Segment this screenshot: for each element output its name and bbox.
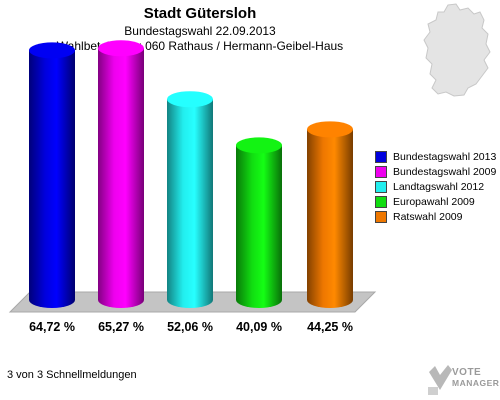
- value-label-3: 52,06 %: [167, 320, 213, 334]
- bar-body-5: [307, 129, 353, 308]
- value-labels-group: 64,72 % 65,27 % 52,06 % 40,09 % 44,25 %: [29, 320, 353, 334]
- vote-manager-logo: VOTE MANAGER: [426, 362, 500, 398]
- legend-label-1: Bundestagswahl 2013: [393, 151, 497, 163]
- bar-body-1: [29, 50, 75, 308]
- vote-manager-check-icon: [428, 365, 452, 395]
- bar-body-4: [236, 145, 282, 308]
- bar-cap-5: [307, 121, 353, 138]
- legend-label-5: Ratswahl 2009: [393, 211, 463, 223]
- bar-cap-2: [98, 40, 144, 57]
- legend: Bundestagswahl 2013 Bundestagswahl 2009 La…: [375, 150, 496, 225]
- value-label-1: 64,72 %: [29, 320, 75, 334]
- bars-group: [29, 40, 353, 308]
- bar-1: [29, 42, 75, 308]
- legend-swatch-3: [375, 181, 387, 193]
- legend-swatch-4: [375, 196, 387, 208]
- legend-swatch-2: [375, 166, 387, 178]
- chart-subtitle-election: Bundestagswahl 22.09.2013: [124, 24, 276, 38]
- value-label-5: 44,25 %: [307, 320, 353, 334]
- legend-item-4: Europawahl 2009: [375, 195, 496, 209]
- bar-cap-1: [29, 42, 75, 59]
- chart-title: Stadt Gütersloh: [143, 5, 257, 22]
- bar-2: [98, 40, 144, 308]
- bar-body-2: [98, 48, 144, 308]
- legend-item-1: Bundestagswahl 2013: [375, 150, 496, 164]
- bar-5: [307, 121, 353, 308]
- footer-status: 3 von 3 Schnellmeldungen: [7, 369, 137, 381]
- vote-manager-logo-text-vote: VOTE: [452, 367, 482, 378]
- legend-swatch-1: [375, 151, 387, 163]
- germany-map-icon: [423, 3, 491, 97]
- value-label-2: 65,27 %: [98, 320, 144, 334]
- vote-manager-logo-text-manager: MANAGER: [452, 378, 500, 388]
- value-label-4: 40,09 %: [236, 320, 282, 334]
- bar-body-3: [167, 99, 213, 308]
- legend-item-2: Bundestagswahl 2009: [375, 165, 496, 179]
- legend-item-5: Ratswahl 2009: [375, 210, 496, 224]
- bar-cap-4: [236, 137, 282, 154]
- legend-label-2: Bundestagswahl 2009: [393, 166, 497, 178]
- bar-4: [236, 137, 282, 308]
- legend-swatch-5: [375, 211, 387, 223]
- bar-cap-3: [167, 91, 213, 108]
- legend-label-4: Europawahl 2009: [393, 196, 475, 208]
- bar-3: [167, 91, 213, 308]
- legend-label-3: Landtagswahl 2012: [393, 181, 485, 193]
- legend-item-3: Landtagswahl 2012: [375, 180, 496, 194]
